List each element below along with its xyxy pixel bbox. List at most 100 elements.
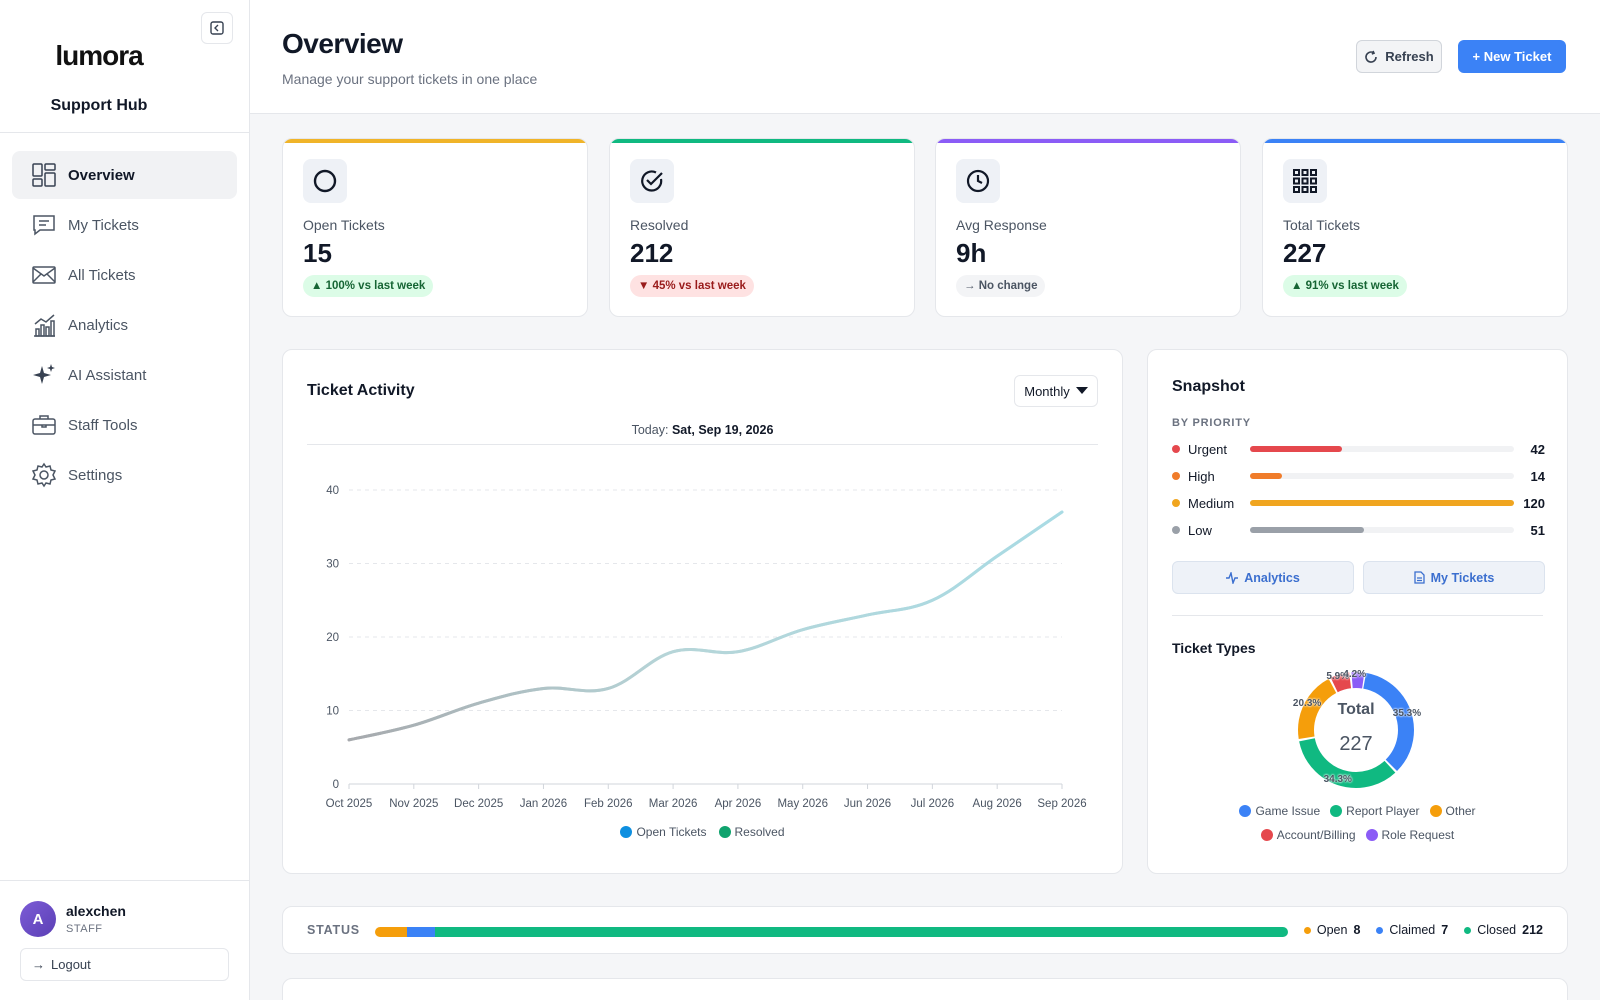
sidebar-divider <box>0 132 249 133</box>
stat-card-avg-response[interactable]: Avg Response 9h → No change <box>935 138 1241 317</box>
brand-subtitle: Support Hub <box>50 97 148 114</box>
activity-line-chart: 0 10 20 30 40 Oct 2025 Nov 2025 Dec 2025 Jan 202… <box>326 485 1087 810</box>
sidebar-item-settings[interactable]: Settings <box>12 451 237 499</box>
donut-percent-label: 34.3% <box>1323 774 1352 786</box>
legend-item-resolved[interactable]: Resolved <box>718 825 785 839</box>
card-accent <box>936 139 1240 143</box>
donut-slice-other[interactable] <box>1298 672 1414 788</box>
legend-label: Open Tickets <box>636 825 707 839</box>
priority-count: 51 <box>1530 522 1545 538</box>
x-tick-label: Feb 2026 <box>584 798 633 810</box>
x-tick-label: Dec 2025 <box>454 798 503 810</box>
priority-bar-fill <box>1250 473 1282 479</box>
sidebar-item-ai-assistant[interactable]: AI Assistant <box>12 351 237 399</box>
status-swatch <box>1376 926 1384 934</box>
refresh-button[interactable]: Refresh <box>1356 40 1442 73</box>
donut-percent-label: 5.9% <box>1326 671 1350 683</box>
refresh-icon <box>1365 50 1378 63</box>
my-tickets-button[interactable]: My Tickets <box>1363 561 1545 594</box>
legend-swatch <box>1260 829 1273 841</box>
series-line-resolved[interactable] <box>347 510 1064 742</box>
legend-label: Game Issue <box>1255 804 1321 818</box>
sidebar-item-label: Staff Tools <box>68 416 138 434</box>
priority-bar-track <box>1250 473 1514 479</box>
sidebar-item-my-tickets[interactable]: My Tickets <box>12 201 237 249</box>
snapshot-divider <box>1172 615 1543 616</box>
user-name: alexchen <box>66 903 126 919</box>
logout-button[interactable]: → Logout <box>20 948 229 981</box>
status-segment-closed <box>435 927 1288 937</box>
priority-row-medium: Medium 120 <box>1172 493 1545 513</box>
stat-card-open[interactable]: Open Tickets 15 ▲ 100% vs last week <box>282 138 588 317</box>
collapse-sidebar-button[interactable] <box>201 12 233 44</box>
legend-swatch <box>1365 829 1378 841</box>
sidebar-item-analytics[interactable]: Analytics <box>12 301 237 349</box>
brand-logo[interactable]: lumora <box>55 40 143 71</box>
priority-row-low: Low 51 <box>1172 520 1545 540</box>
file-icon <box>1413 571 1425 584</box>
analytics-button-label: Analytics <box>1244 570 1300 585</box>
stat-label: Open Tickets <box>303 217 385 233</box>
stat-value: 227 <box>1283 238 1327 268</box>
new-ticket-button[interactable]: + New Ticket <box>1458 40 1566 73</box>
avatar: A <box>20 901 56 937</box>
legend-item-account-billing[interactable]: Account/Billing <box>1260 828 1356 842</box>
status-count: 8 <box>1353 923 1361 937</box>
ticket-types-legend-row-2: Account/Billing Role Request <box>1148 828 1567 842</box>
priority-count: 42 <box>1530 441 1545 457</box>
user-profile[interactable]: A alexchen STAFF <box>20 901 126 937</box>
status-name: Claimed <box>1389 923 1436 937</box>
range-select[interactable]: Monthly <box>1014 375 1098 407</box>
status-label: STATUS <box>307 923 360 937</box>
legend-item-game-issue[interactable]: Game Issue <box>1239 804 1320 818</box>
trend-badge: ▲ 91% vs last week <box>1283 275 1407 297</box>
next-section-card <box>282 978 1568 1000</box>
status-item-closed[interactable]: Closed 212 <box>1464 923 1543 937</box>
priority-dot <box>1172 499 1180 507</box>
snapshot-card: Snapshot BY PRIORITY Urgent 42 High 14 Mediu… <box>1147 349 1568 874</box>
trend-badge: ▲ 100% vs last week <box>303 275 434 297</box>
legend-swatch <box>718 826 731 838</box>
today-label: Today: <box>631 423 669 437</box>
legend-item-other[interactable]: Other <box>1429 804 1476 818</box>
user-role: STAFF <box>66 923 103 935</box>
analytics-button[interactable]: Analytics <box>1172 561 1354 594</box>
sidebar-item-label: AI Assistant <box>68 366 147 384</box>
status-item-claimed[interactable]: Claimed 7 <box>1376 923 1448 937</box>
card-accent <box>1263 139 1567 143</box>
y-tick-label: 0 <box>333 779 339 791</box>
today-indicator: Today: Sat, Sep 19, 2026 <box>283 423 1122 437</box>
sidebar-item-label: Analytics <box>68 316 129 334</box>
page-header: Overview Manage your support tickets in … <box>250 0 1600 114</box>
donut-slice-report-player[interactable] <box>1298 672 1414 788</box>
trend-badge: ▼ 45% vs last week <box>630 275 754 297</box>
sidebar-item-all-tickets[interactable]: All Tickets <box>12 251 237 299</box>
series-line-open-tickets[interactable] <box>347 510 1064 742</box>
legend-item-open[interactable]: Open Tickets <box>620 825 707 839</box>
today-value: Sat, Sep 19, 2026 <box>671 423 774 437</box>
status-progress-track <box>375 927 1288 937</box>
legend-label: Account/Billing <box>1276 828 1356 842</box>
stat-card-resolved[interactable]: Resolved 212 ▼ 45% vs last week <box>609 138 915 317</box>
circle-icon <box>303 159 347 203</box>
donut-percent-label: 35.3% <box>1392 707 1422 719</box>
card-accent <box>610 139 914 143</box>
card-accent <box>283 139 587 143</box>
gear-icon <box>31 462 57 488</box>
sidebar-item-staff-tools[interactable]: Staff Tools <box>12 401 237 449</box>
check-circle-icon <box>630 159 674 203</box>
sidebar-item-overview[interactable]: Overview <box>12 151 237 199</box>
ticket-types-legend-row-1: Game Issue Report Player Other <box>1148 804 1567 818</box>
mail-icon <box>32 266 56 284</box>
y-tick-label: 20 <box>326 632 339 644</box>
legend-item-role-request[interactable]: Role Request <box>1365 828 1454 842</box>
arrow-right-icon: → <box>32 957 45 972</box>
x-tick-label: Mar 2026 <box>649 798 698 810</box>
x-tick-label: Nov 2025 <box>389 798 438 810</box>
legend-item-report-player[interactable]: Report Player <box>1330 804 1420 818</box>
chart-divider <box>307 444 1098 445</box>
status-item-open[interactable]: Open 8 <box>1303 923 1361 937</box>
status-name: Open <box>1316 923 1348 937</box>
x-tick-label: Aug 2026 <box>973 798 1022 810</box>
stat-card-total[interactable]: Total Tickets 227 ▲ 91% vs last week <box>1262 138 1568 317</box>
